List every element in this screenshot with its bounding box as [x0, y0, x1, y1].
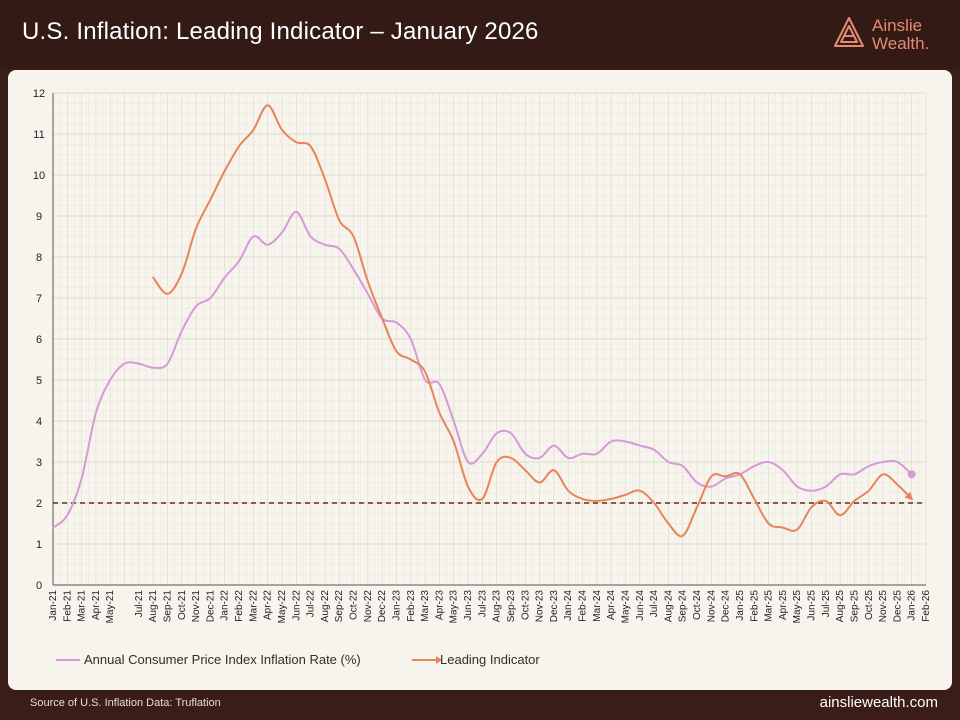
series-end-arrow-leading: [904, 491, 914, 501]
y-tick-label: 12: [33, 88, 45, 100]
x-tick-label: Mar-21: [77, 590, 88, 622]
y-tick-label: 11: [33, 129, 44, 141]
x-tick-label: Jul-25: [821, 590, 832, 618]
x-tick-label: Feb-22: [234, 590, 245, 622]
legend-arrow-leading: [436, 656, 442, 664]
x-tick-label: Sep-25: [849, 590, 860, 623]
x-tick-label: Jul-21: [134, 590, 145, 618]
y-tick-label: 9: [36, 211, 42, 223]
y-tick-label: 10: [33, 170, 45, 182]
x-tick-label: Jan-23: [391, 590, 402, 621]
y-tick-label: 8: [36, 252, 42, 264]
source-note: Source of U.S. Inflation Data: Truflatio…: [30, 697, 221, 709]
brand-logo[interactable]: Ainslie Wealth.: [832, 14, 950, 58]
x-tick-label: Sep-23: [506, 590, 517, 623]
x-tick-label: Aug-23: [492, 590, 503, 623]
x-tick-label: Jan-22: [220, 590, 231, 621]
x-tick-label: Aug-24: [663, 590, 674, 623]
x-tick-label: Apr-21: [91, 590, 102, 620]
x-tick-label: Jul-24: [649, 590, 660, 618]
x-tick-label: Oct-23: [520, 590, 531, 620]
series-lines: [52, 104, 916, 538]
y-tick-label: 5: [36, 375, 42, 387]
x-tick-label: Mar-23: [420, 590, 431, 622]
ainslie-logo-icon: [834, 17, 864, 47]
x-tick-label: Oct-21: [177, 590, 188, 620]
x-tick-label: Feb-24: [578, 590, 589, 622]
x-tick-label: Jan-24: [563, 590, 574, 621]
x-tick-label: Apr-25: [778, 590, 789, 620]
y-tick-label: 2: [36, 498, 42, 510]
x-tick-label: Jun-22: [291, 590, 302, 621]
series-line-leading: [152, 104, 913, 538]
x-tick-label: May-22: [277, 590, 288, 624]
x-tick-label: Apr-23: [434, 590, 445, 620]
x-tick-label: Feb-25: [749, 590, 760, 622]
x-tick-label: Oct-25: [864, 590, 875, 620]
x-tick-label: May-24: [620, 590, 631, 624]
x-tick-label: Mar-24: [592, 590, 603, 622]
page-title: U.S. Inflation: Leading Indicator – Janu…: [22, 18, 539, 45]
x-tick-label: Jan-21: [48, 590, 59, 621]
x-tick-label: Jun-23: [463, 590, 474, 621]
x-tick-labels: Jan-21 Feb-21 Mar-21 Apr-21 May-21 Jul-21 Aug-…: [48, 590, 932, 624]
y-tick-label: 4: [36, 416, 42, 428]
x-tick-label: Jun-25: [807, 590, 818, 621]
y-tick-label: 6: [36, 334, 42, 346]
chart-panel: 0 1 2 3 4 5 6 7 8 9 10 11 12 Jan-21 Feb-21 Mar-21 Apr-2…: [8, 70, 952, 690]
x-tick-label: Dec-22: [377, 590, 388, 623]
x-tick-label: Oct-24: [692, 590, 703, 620]
x-tick-label: May-23: [449, 590, 460, 624]
x-tick-label: Aug-22: [320, 590, 331, 623]
x-tick-label: Nov-22: [363, 590, 374, 623]
x-tick-label: Sep-22: [334, 590, 345, 623]
y-tick-label: 0: [36, 580, 42, 592]
x-tick-label: Jul-22: [306, 590, 317, 618]
x-tick-label: Sep-21: [162, 590, 173, 623]
x-tick-label: Mar-22: [248, 590, 259, 622]
x-tick-label: Feb-21: [62, 590, 73, 622]
x-tick-label: Dec-25: [892, 590, 903, 623]
x-tick-label: Apr-24: [606, 590, 617, 620]
y-tick-label: 1: [36, 539, 42, 551]
x-tick-label: Feb-23: [406, 590, 417, 622]
x-tick-label: May-21: [105, 590, 116, 624]
x-tick-label: Nov-23: [535, 590, 546, 623]
x-tick-label: Jun-24: [635, 590, 646, 621]
y-tick-label: 3: [36, 457, 42, 469]
x-tick-label: Nov-21: [191, 590, 202, 623]
x-tick-label: May-25: [792, 590, 803, 624]
logo-text-line2: Wealth.: [872, 34, 930, 53]
series-end-dot-cpi: [907, 470, 916, 479]
website-link[interactable]: ainsliewealth.com: [819, 694, 938, 711]
x-tick-label: Aug-25: [835, 590, 846, 623]
x-tick-label: Apr-22: [263, 590, 274, 620]
x-tick-label: Mar-25: [764, 590, 775, 622]
x-tick-label: Oct-22: [349, 590, 360, 620]
x-tick-label: Sep-24: [678, 590, 689, 623]
series-line-cpi: [52, 210, 913, 529]
x-tick-label: Dec-23: [549, 590, 560, 623]
x-tick-label: Feb-26: [921, 590, 932, 622]
legend-label-cpi: Annual Consumer Price Index Inflation Ra…: [84, 652, 361, 667]
header-bar: U.S. Inflation: Leading Indicator – Janu…: [0, 0, 960, 68]
legend-label-leading: Leading Indicator: [440, 652, 540, 667]
x-tick-label: Nov-24: [706, 590, 717, 623]
x-tick-label: Dec-24: [721, 590, 732, 623]
x-tick-label: Jan-25: [735, 590, 746, 621]
x-tick-label: Jan-26: [907, 590, 918, 621]
x-tick-label: Nov-25: [878, 590, 889, 623]
x-tick-label: Aug-21: [148, 590, 159, 623]
logo-text-line1: Ainslie: [872, 16, 923, 35]
x-tick-label: Dec-21: [205, 590, 216, 623]
x-tick-label: Jul-23: [477, 590, 488, 618]
chart-legend: Annual Consumer Price Index Inflation Ra…: [56, 652, 540, 667]
y-tick-label: 7: [36, 293, 42, 305]
